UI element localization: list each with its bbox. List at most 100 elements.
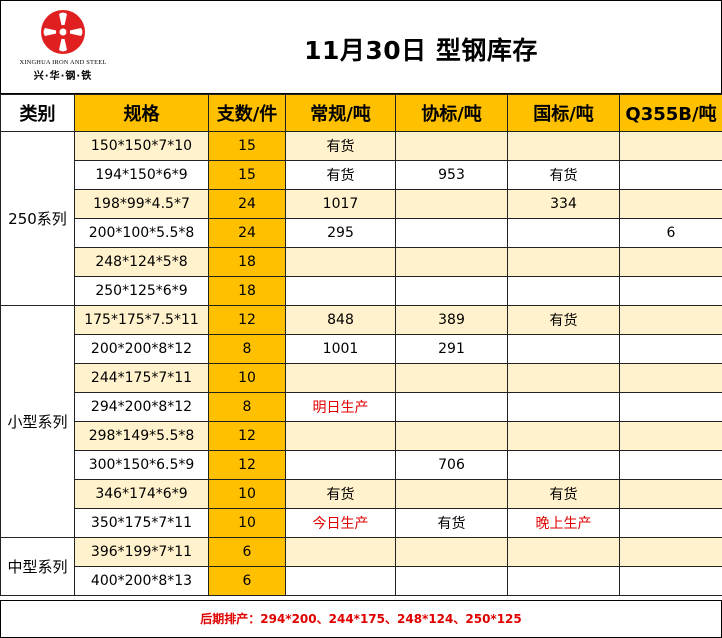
- q355b-stock-cell: [619, 305, 722, 335]
- count-cell: 15: [208, 160, 286, 190]
- col-header-category: 类别: [0, 94, 75, 132]
- association-stock-cell: [395, 218, 508, 248]
- count-cell: 8: [208, 334, 286, 364]
- q355b-stock-cell: [619, 392, 722, 422]
- col-header-regular: 常规/吨: [285, 94, 396, 132]
- spec-cell: 150*150*7*10: [74, 131, 209, 161]
- national-stock-cell: 有货: [507, 160, 620, 190]
- q355b-stock-cell: [619, 479, 722, 509]
- count-cell: 24: [208, 218, 286, 248]
- table-row: 中型系列 396*199*7*11 6: [0, 537, 722, 596]
- national-stock-cell: [507, 392, 620, 422]
- national-stock-cell: 有货: [507, 305, 620, 335]
- count-cell: 8: [208, 392, 286, 422]
- spec-cell: 346*174*6*9: [74, 479, 209, 509]
- count-cell: 18: [208, 247, 286, 277]
- q355b-stock-cell: [619, 363, 722, 393]
- spec-cell: 396*199*7*11: [74, 537, 209, 567]
- regular-stock-cell: 848: [285, 305, 396, 335]
- association-stock-cell: 706: [395, 450, 508, 480]
- regular-stock-cell: 1017: [285, 189, 396, 219]
- regular-stock-cell: [285, 276, 396, 306]
- spec-cell: 175*175*7.5*11: [74, 305, 209, 335]
- col-header-national: 国标/吨: [507, 94, 620, 132]
- spec-cell: 300*150*6.5*9: [74, 450, 209, 480]
- category-cell: 中型系列: [0, 537, 75, 596]
- spec-cell: 200*100*5.5*8: [74, 218, 209, 248]
- association-stock-cell: [395, 566, 508, 596]
- table-row: 250系列 150*150*7*10 15 有货: [0, 131, 722, 306]
- sheet-header: XINGHUA IRON AND STEEL 兴·华·钢·铁 11月30日 型钢…: [0, 0, 722, 94]
- spec-cell: 298*149*5.5*8: [74, 421, 209, 451]
- national-stock-cell: [507, 247, 620, 277]
- inventory-table: 类别 规格 支数/件 常规/吨 协标/吨 国标/吨 Q355B/吨 250系列 1…: [0, 94, 722, 596]
- spec-cell: 350*175*7*11: [74, 508, 209, 538]
- page-title: 11月30日 型钢库存: [304, 36, 538, 65]
- count-cell: 10: [208, 363, 286, 393]
- regular-stock-cell: [285, 247, 396, 277]
- national-stock-cell: [507, 334, 620, 364]
- national-stock-cell: 334: [507, 189, 620, 219]
- table-row: 400*200*8*13 6: [1, 566, 722, 596]
- association-stock-cell: [395, 479, 508, 509]
- col-header-count: 支数/件: [208, 94, 286, 132]
- count-cell: 15: [208, 131, 286, 161]
- association-stock-cell: [395, 131, 508, 161]
- q355b-stock-cell: [619, 421, 722, 451]
- q355b-stock-cell: [619, 160, 722, 190]
- q355b-stock-cell: [619, 131, 722, 161]
- col-header-spec: 规格: [74, 94, 209, 132]
- q355b-stock-cell: [619, 334, 722, 364]
- regular-stock-cell: 明日生产: [285, 392, 396, 422]
- count-cell: 6: [208, 537, 286, 567]
- national-stock-cell: [507, 566, 620, 596]
- logo-chinese-text: 兴·华·钢·铁: [33, 71, 93, 82]
- regular-stock-cell: [285, 537, 396, 567]
- spec-cell: 194*150*6*9: [74, 160, 209, 190]
- q355b-stock-cell: [619, 276, 722, 306]
- association-stock-cell: 291: [395, 334, 508, 364]
- association-stock-cell: [395, 363, 508, 393]
- association-stock-cell: [395, 276, 508, 306]
- national-stock-cell: [507, 537, 620, 567]
- q355b-stock-cell: [619, 247, 722, 277]
- national-stock-cell: 晚上生产: [507, 508, 620, 538]
- association-stock-cell: 953: [395, 160, 508, 190]
- q355b-stock-cell: [619, 450, 722, 480]
- regular-stock-cell: [285, 566, 396, 596]
- association-stock-cell: [395, 189, 508, 219]
- xinghua-gear-logo-icon: [41, 10, 85, 54]
- association-stock-cell: [395, 392, 508, 422]
- count-cell: 18: [208, 276, 286, 306]
- table-row: 248*124*5*8 18: [1, 247, 722, 277]
- spec-cell: 294*200*8*12: [74, 392, 209, 422]
- category-cell: 250系列: [0, 131, 75, 306]
- category-cell: 小型系列: [0, 305, 75, 538]
- table-row: 200*200*8*12 8 1001 291: [1, 334, 722, 364]
- count-cell: 24: [208, 189, 286, 219]
- table-row: 小型系列 175*175*7.5*11 12 848 389 有货: [0, 305, 722, 538]
- count-cell: 12: [208, 421, 286, 451]
- table-row: 294*200*8*12 8 明日生产: [1, 392, 722, 422]
- table-header-row: 类别 规格 支数/件 常规/吨 协标/吨 国标/吨 Q355B/吨: [0, 94, 722, 132]
- table-row: 200*100*5.5*8 24 295 6: [1, 218, 722, 248]
- count-cell: 12: [208, 305, 286, 335]
- regular-stock-cell: 有货: [285, 160, 396, 190]
- national-stock-cell: [507, 421, 620, 451]
- regular-stock-cell: 1001: [285, 334, 396, 364]
- national-stock-cell: [507, 276, 620, 306]
- table-row: 350*175*7*11 10 今日生产 有货 晚上生产: [1, 508, 722, 538]
- count-cell: 10: [208, 508, 286, 538]
- table-row: 244*175*7*11 10: [1, 363, 722, 393]
- col-header-q355b: Q355B/吨: [619, 94, 722, 132]
- regular-stock-cell: 295: [285, 218, 396, 248]
- q355b-stock-cell: 6: [619, 218, 722, 248]
- table-row: 194*150*6*9 15 有货 953 有货: [1, 160, 722, 190]
- spec-cell: 198*99*4.5*7: [74, 189, 209, 219]
- regular-stock-cell: 有货: [285, 131, 396, 161]
- national-stock-cell: [507, 363, 620, 393]
- association-stock-cell: 389: [395, 305, 508, 335]
- count-cell: 6: [208, 566, 286, 596]
- association-stock-cell: [395, 421, 508, 451]
